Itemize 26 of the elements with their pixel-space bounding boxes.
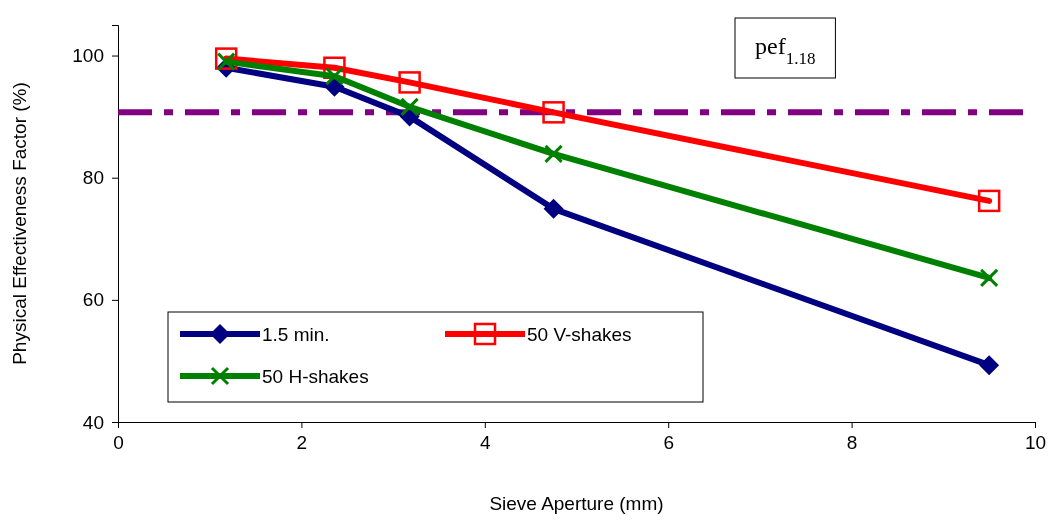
y-tick-label: 40 (82, 411, 104, 433)
point (542, 101, 565, 124)
point (216, 52, 236, 72)
x-tick-label: 10 (1024, 432, 1047, 454)
y-axis-title: Physical Effectiveness Factor (%) (9, 82, 30, 365)
point (979, 268, 999, 288)
x-axis-title: Sieve Aperture (mm) (489, 493, 664, 514)
point (544, 144, 564, 164)
point (400, 97, 420, 117)
y-tick-label: 60 (82, 289, 104, 311)
point (543, 198, 564, 219)
point (398, 71, 421, 94)
x-tick-label: 8 (846, 432, 858, 454)
legend-label: 50 H-shakes (262, 366, 369, 387)
legend-label: 1.5 min. (262, 324, 330, 345)
y-tick-label: 100 (72, 45, 104, 67)
point (324, 66, 344, 86)
point (979, 355, 1000, 376)
point (977, 189, 1001, 213)
x-tick-label: 0 (113, 432, 124, 454)
x-tick-label: 6 (663, 432, 674, 454)
legend-label: 50 V-shakes (527, 324, 632, 345)
x-tick-label: 4 (480, 432, 492, 454)
x-tick-label: 2 (296, 432, 308, 454)
y-tick-label: 80 (82, 167, 104, 189)
annotation: pef$_{1.18}$ (755, 33, 816, 68)
